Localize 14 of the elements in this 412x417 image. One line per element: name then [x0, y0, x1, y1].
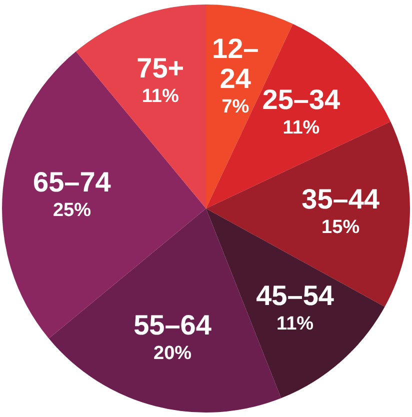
slice-label: 65–74: [33, 166, 112, 198]
data-label: 11%: [276, 314, 314, 335]
slice-label: 25–34: [262, 84, 341, 116]
data-label: 20%: [154, 343, 192, 364]
slice-label: 12–24: [212, 32, 259, 94]
data-label: 7%: [222, 96, 250, 118]
slice-label: 55–64: [134, 310, 212, 341]
data-label: 11%: [282, 118, 320, 139]
slice-label: 75+: [136, 52, 184, 84]
data-label: 15%: [322, 216, 360, 238]
data-label: 11%: [142, 86, 179, 108]
data-label: 25%: [52, 200, 92, 222]
slice-label: 35–44: [302, 183, 380, 214]
slice-label: 45–54: [256, 280, 334, 312]
